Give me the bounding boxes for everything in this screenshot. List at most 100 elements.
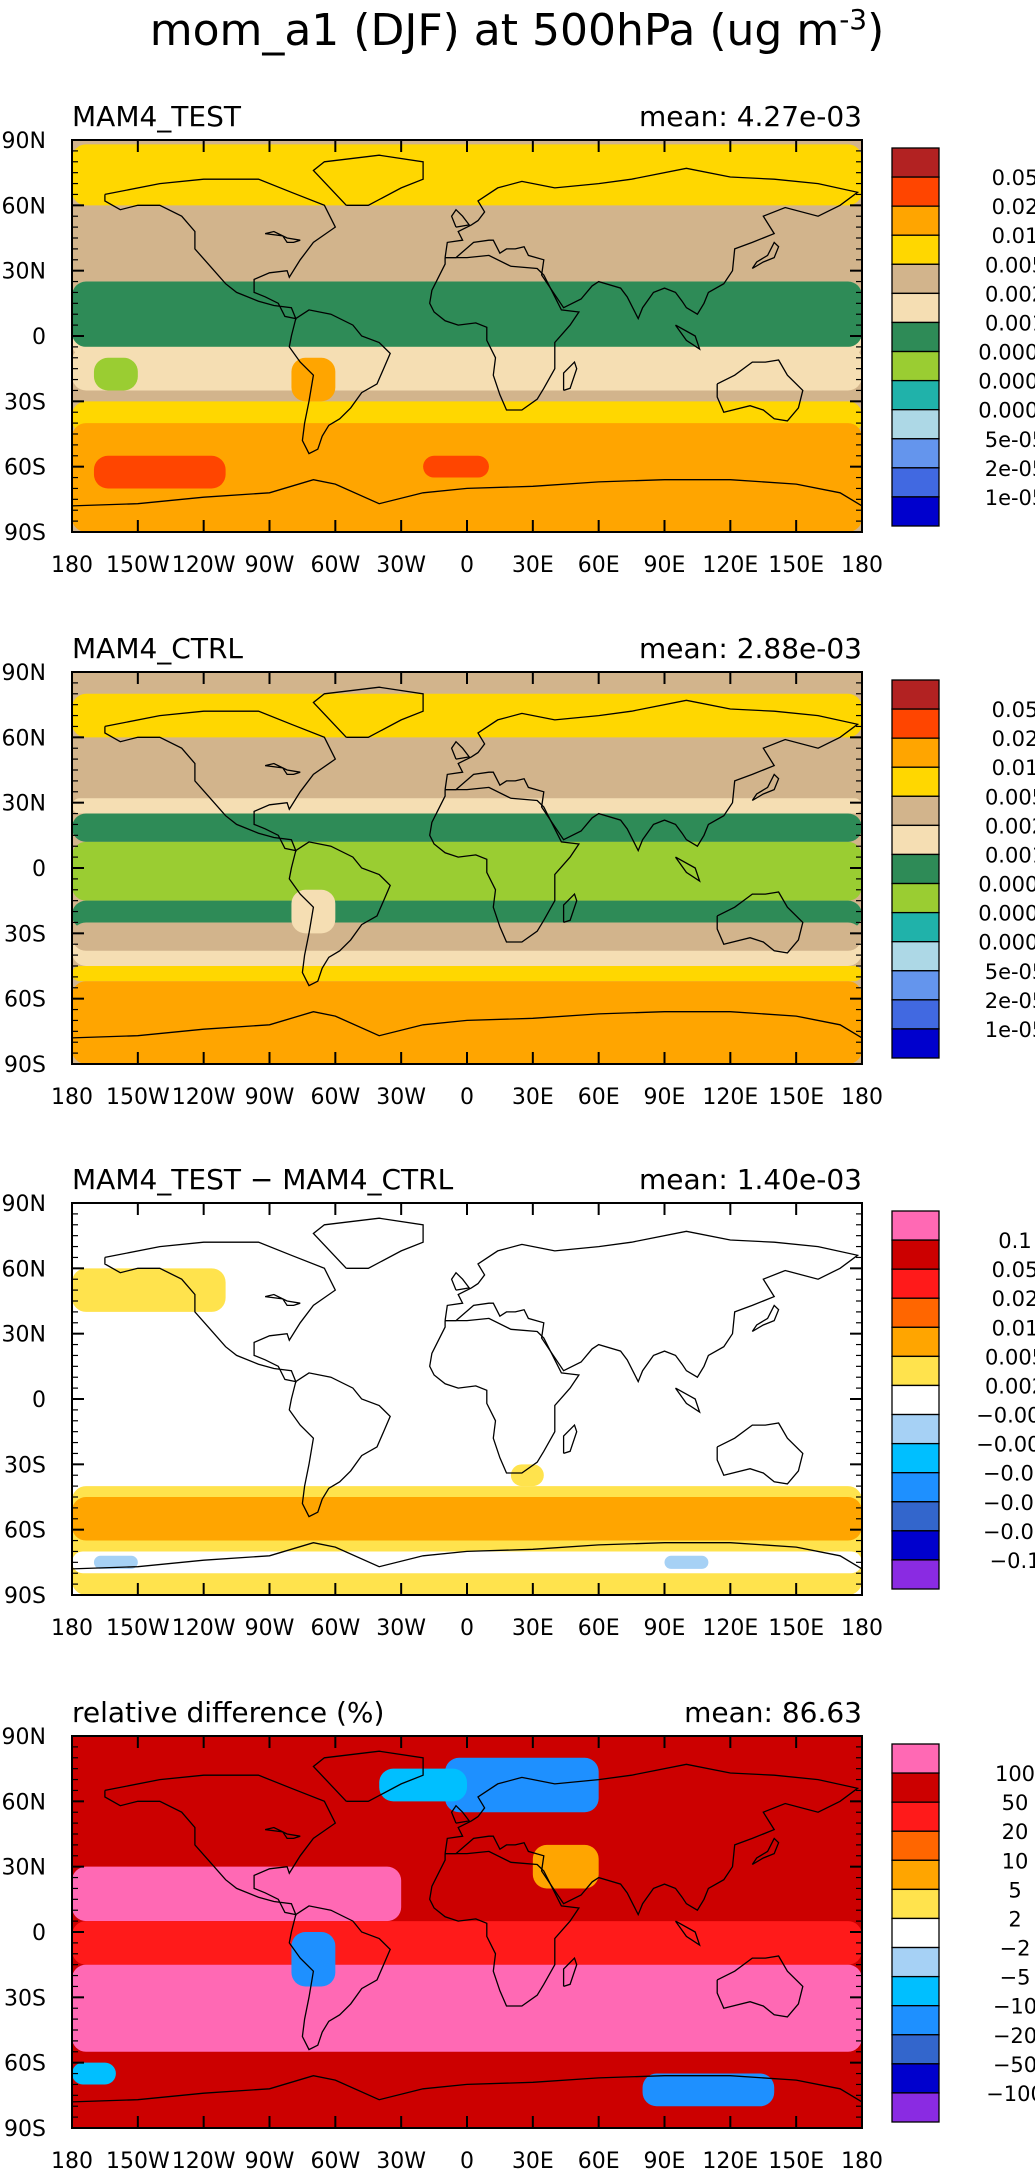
colorbar-swatch <box>892 1531 939 1560</box>
field-region <box>291 890 335 934</box>
lat-label: 60S <box>4 2052 46 2077</box>
lon-label: 30W <box>376 553 426 578</box>
lat-label: 90N <box>2 1725 46 1750</box>
colorbar-swatch <box>892 410 939 439</box>
colorbar-label: 2e-05 <box>985 457 1035 481</box>
colorbar-swatch <box>892 264 939 293</box>
colorbar-swatch <box>892 352 939 381</box>
colorbar-label: 5 <box>1008 1878 1021 1902</box>
field-region <box>72 282 862 347</box>
colorbar-swatch <box>892 1356 939 1385</box>
colorbar-label: −10 <box>993 1995 1035 2019</box>
lat-label: 90S <box>4 521 46 546</box>
lat-label: 60N <box>2 1257 46 1282</box>
lat-label: 60N <box>2 726 46 751</box>
colorbar-swatch <box>892 1744 939 1773</box>
field-region <box>72 798 862 813</box>
field-region <box>72 922 862 950</box>
lon-label: 60E <box>578 2149 620 2174</box>
lon-label: 0 <box>460 1085 474 1110</box>
field-layer <box>72 140 862 532</box>
lon-label: 90W <box>245 2149 295 2174</box>
colorbar-label: 2 <box>1008 1907 1021 1931</box>
colorbar-label: 2e-05 <box>985 989 1035 1013</box>
field-region <box>72 1268 226 1312</box>
panel-title: relative difference (%) <box>72 1696 384 1729</box>
colorbar-label: 0.05 <box>992 698 1035 722</box>
field-layer <box>72 1203 862 1595</box>
panel-title: MAM4_TEST <box>72 100 242 133</box>
colorbar-swatch <box>892 854 939 883</box>
lat-label: 90S <box>4 1053 46 1078</box>
lon-label: 0 <box>460 2149 474 2174</box>
lat-label: 30N <box>2 792 46 817</box>
lat-label: 90N <box>2 661 46 686</box>
colorbar-label: 0.005 <box>985 253 1035 277</box>
field-region <box>72 1965 862 2052</box>
field-region <box>643 2074 775 2107</box>
colorbar-swatch <box>892 322 939 351</box>
lon-label: 90W <box>245 553 295 578</box>
lat-label: 30S <box>4 922 46 947</box>
colorbar-label: −20 <box>993 2024 1035 2048</box>
colorbar-swatch <box>892 680 939 709</box>
colorbar-label: −0.01 <box>983 1462 1035 1486</box>
colorbar-swatch <box>892 1831 939 1860</box>
lon-label: 30E <box>512 1616 554 1641</box>
colorbar-swatch <box>892 2035 939 2064</box>
colorbar-swatch <box>892 1473 939 1502</box>
field-region <box>291 358 335 402</box>
figure-title-main: mom_a1 (DJF) at 500hPa (ug m <box>150 5 839 56</box>
colorbar-label: 50 <box>1002 1791 1029 1815</box>
colorbar-swatch <box>892 796 939 825</box>
panel-mean: mean: 1.40e-03 <box>639 1163 862 1196</box>
panel-mean: mean: 2.88e-03 <box>639 632 862 665</box>
colorbar-swatch <box>892 1385 939 1414</box>
colorbar-swatch <box>892 235 939 264</box>
colorbar-label: −5 <box>1000 1966 1031 1990</box>
lat-label: 0 <box>32 1921 46 1946</box>
lon-label: 120W <box>172 553 236 578</box>
lon-label: 180 <box>841 1085 883 1110</box>
lon-label: 180 <box>51 553 93 578</box>
colorbar-label: 0.001 <box>985 843 1035 867</box>
lon-label: 150W <box>106 553 170 578</box>
colorbar-swatch <box>892 709 939 738</box>
lon-label: 90E <box>644 1616 686 1641</box>
colorbar-label: 0.05 <box>992 166 1035 190</box>
colorbar-swatch <box>892 884 939 913</box>
lon-label: 150W <box>106 1616 170 1641</box>
colorbar-swatch <box>892 206 939 235</box>
colorbar-swatch <box>892 1327 939 1356</box>
lon-label: 0 <box>460 1616 474 1641</box>
lon-label: 120W <box>172 2149 236 2174</box>
colorbar-label: 0.001 <box>985 311 1035 335</box>
field-region <box>665 1556 709 1569</box>
colorbar-label: 100 <box>995 1762 1035 1786</box>
field-region <box>72 814 862 842</box>
lon-label: 30E <box>512 1085 554 1110</box>
colorbar-swatch <box>892 971 939 1000</box>
lon-label: 180 <box>841 553 883 578</box>
colorbar: 0.050.020.010.0050.0020.0010.00050.00020… <box>892 680 1035 1058</box>
lon-label: 120E <box>702 1085 758 1110</box>
colorbar-swatch <box>892 1211 939 1240</box>
lon-label: 150W <box>106 1085 170 1110</box>
lat-label: 60S <box>4 988 46 1013</box>
lon-label: 180 <box>841 1616 883 1641</box>
lon-label: 0 <box>460 553 474 578</box>
lon-label: 120E <box>702 2149 758 2174</box>
colorbar-swatch <box>892 177 939 206</box>
colorbar-swatch <box>892 381 939 410</box>
lat-label: 0 <box>32 857 46 882</box>
lon-label: 60W <box>310 2149 360 2174</box>
lat-label: 60N <box>2 1790 46 1815</box>
colorbar-label: 0.002 <box>985 1374 1035 1398</box>
lon-label: 90E <box>644 553 686 578</box>
lon-label: 150E <box>768 1616 824 1641</box>
colorbar-label: 1e-05 <box>985 1018 1035 1042</box>
